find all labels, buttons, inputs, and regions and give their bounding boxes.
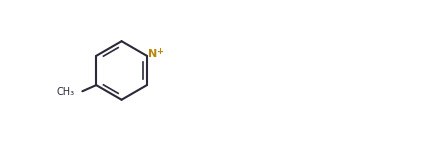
Text: CH₃: CH₃ [57,87,75,97]
Text: +: + [156,47,163,56]
Text: N: N [148,49,157,59]
